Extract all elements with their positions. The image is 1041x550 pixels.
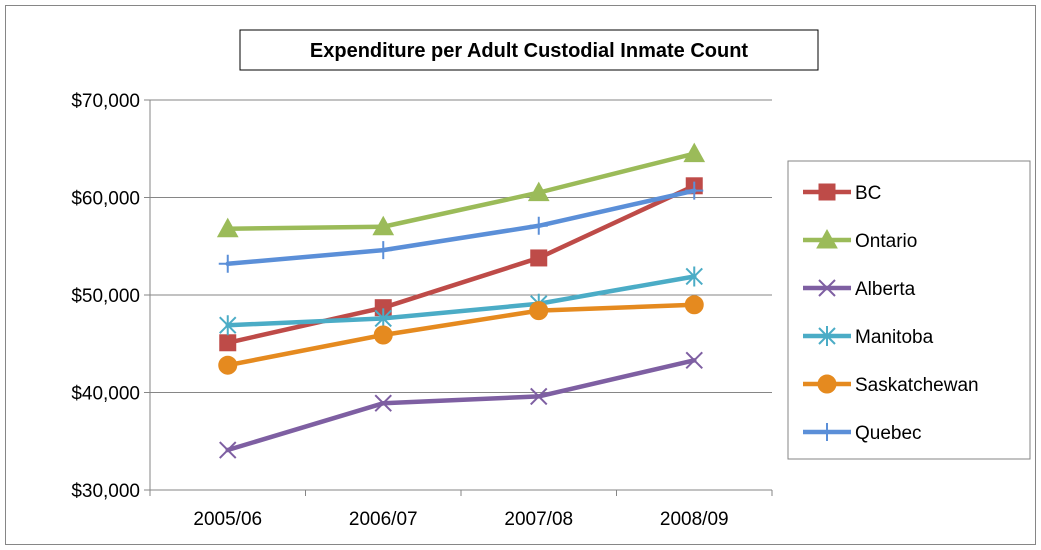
legend-marker-saskatchewan: [817, 374, 837, 394]
series-line-bc: [225, 183, 697, 346]
series-line-manitoba: [225, 274, 697, 328]
data-point-ontario: [683, 142, 706, 163]
legend-marker-quebec: [818, 423, 836, 441]
legend-label: Ontario: [855, 231, 917, 252]
legend-item-saskatchewan: Saskatchewan: [803, 374, 979, 396]
data-point-manitoba: [219, 315, 237, 336]
legend-label: Manitoba: [855, 327, 934, 348]
series-quebec: [218, 181, 704, 273]
data-point-alberta: [685, 351, 703, 370]
data-point-manitoba: [685, 266, 703, 287]
legend-marker-alberta: [818, 279, 836, 297]
legend-item-bc: BC: [803, 183, 881, 204]
x-tick-label: 2008/09: [660, 509, 729, 530]
axes: $30,000 $40,000 $50,000 $60,000 $70,000 2005/…: [71, 91, 773, 530]
legend-item-alberta: Alberta: [803, 279, 916, 300]
data-point-quebec: [685, 181, 704, 200]
x-tick-label: 2006/07: [349, 509, 418, 530]
data-point-saskatchewan: [218, 355, 238, 375]
series-ontario: [216, 142, 706, 238]
series-alberta: [219, 351, 703, 459]
series-line-ontario: [225, 151, 697, 231]
legend-label: BC: [855, 183, 881, 204]
legend-item-ontario: Ontario: [803, 228, 917, 252]
data-point-quebec: [529, 216, 548, 235]
series-line-quebec: [225, 188, 697, 267]
series-layer: [216, 142, 706, 459]
x-tick-label: 2007/08: [504, 509, 573, 530]
y-tick-label: $40,000: [71, 384, 140, 405]
x-tick-label: 2005/06: [193, 509, 262, 530]
data-point-saskatchewan: [529, 301, 549, 321]
y-tick-label: $60,000: [71, 189, 140, 210]
data-point-ontario: [527, 181, 550, 202]
data-point-alberta: [374, 394, 392, 412]
data-point-saskatchewan: [373, 325, 393, 345]
legend-item-manitoba: Manitoba: [803, 326, 934, 348]
gridlines: [150, 99, 772, 393]
legend-label: Alberta: [855, 279, 916, 300]
legend-label: Quebec: [855, 423, 922, 444]
series-saskatchewan: [218, 295, 704, 375]
legend-marker-bc: [818, 183, 836, 201]
chart-title-box: Expenditure per Adult Custodial Inmate C…: [239, 29, 819, 71]
legend-marker-ontario: [816, 228, 838, 249]
data-point-saskatchewan: [684, 295, 704, 315]
data-point-bc: [219, 334, 237, 352]
data-point-quebec: [374, 241, 393, 260]
data-point-quebec: [218, 254, 237, 273]
y-tick-label: $50,000: [71, 286, 140, 307]
data-point-manitoba: [374, 308, 392, 329]
legend-marker-manitoba: [818, 326, 836, 346]
legend-label: Saskatchewan: [855, 375, 979, 396]
data-point-ontario: [216, 217, 239, 238]
data-point-ontario: [372, 215, 395, 236]
legend: BC Ontario Alberta Manitoba Saskatchewan Queb…: [787, 160, 1031, 460]
chart-title: Expenditure per Adult Custodial Inmate C…: [310, 40, 749, 62]
series-line-alberta: [225, 358, 697, 453]
legend-item-quebec: Quebec: [803, 423, 922, 444]
data-point-alberta: [219, 441, 237, 459]
data-point-bc: [530, 249, 548, 267]
y-tick-label: $30,000: [71, 481, 140, 502]
series-line-saskatchewan: [225, 302, 697, 368]
data-point-alberta: [530, 387, 548, 406]
y-tick-label: $70,000: [71, 91, 140, 112]
